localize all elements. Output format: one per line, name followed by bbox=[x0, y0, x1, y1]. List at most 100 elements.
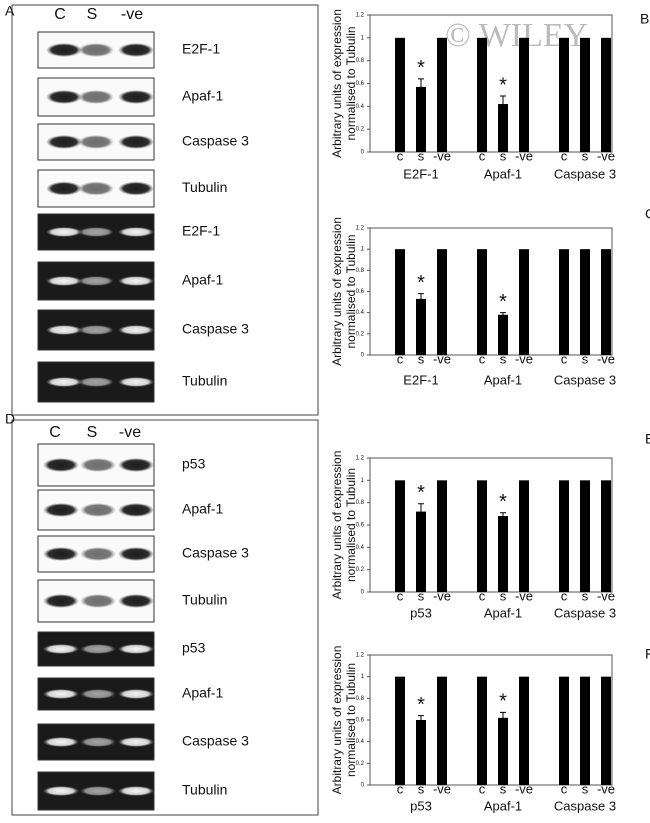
band bbox=[43, 594, 79, 608]
significance-marker: * bbox=[417, 482, 425, 504]
band bbox=[43, 786, 79, 796]
group-label: Caspase 3 bbox=[554, 605, 616, 620]
x-tick-label: c bbox=[479, 588, 486, 603]
significance-marker: * bbox=[417, 57, 425, 79]
x-tick-label: c bbox=[561, 351, 568, 366]
band bbox=[80, 737, 116, 747]
bar bbox=[519, 249, 529, 355]
band bbox=[78, 43, 114, 57]
bar bbox=[601, 676, 611, 785]
x-tick-label: c bbox=[561, 148, 568, 163]
y-tick-label: 1 bbox=[361, 478, 365, 484]
panel-label: C bbox=[645, 206, 650, 222]
band bbox=[118, 689, 154, 699]
bar bbox=[416, 511, 426, 592]
x-tick-label: c bbox=[397, 148, 404, 163]
y-tick-label: 0.6 bbox=[356, 81, 365, 87]
bar bbox=[559, 676, 569, 785]
band bbox=[118, 181, 154, 196]
significance-marker: * bbox=[499, 691, 507, 713]
group-label: Apaf-1 bbox=[484, 372, 522, 387]
band bbox=[118, 547, 154, 561]
bar bbox=[416, 86, 426, 152]
x-tick-label: -ve bbox=[433, 148, 451, 163]
y-tick-label: 0.8 bbox=[356, 58, 365, 64]
band bbox=[78, 90, 114, 104]
y-tick-label: 1.2 bbox=[356, 226, 365, 232]
bar bbox=[580, 480, 590, 592]
y-axis-label-line: Arbitrary units of expression bbox=[330, 646, 344, 795]
band bbox=[78, 181, 114, 196]
x-tick-label: -ve bbox=[515, 148, 533, 163]
group-label: Apaf-1 bbox=[484, 798, 522, 813]
y-tick-label: 0.4 bbox=[356, 104, 365, 110]
band bbox=[43, 689, 79, 699]
y-tick-label: 0 bbox=[361, 150, 365, 156]
plot-frame bbox=[369, 457, 613, 593]
bar bbox=[519, 480, 529, 592]
y-axis-label-line: Arbitrary units of expression bbox=[330, 9, 344, 158]
bar bbox=[559, 480, 569, 592]
band bbox=[78, 276, 114, 286]
group-label: Apaf-1 bbox=[484, 605, 522, 620]
band-label: Caspase 3 bbox=[182, 733, 249, 749]
significance-marker: * bbox=[499, 491, 507, 513]
bar bbox=[580, 249, 590, 355]
x-tick-label: -ve bbox=[597, 351, 615, 366]
y-tick-label: 0.8 bbox=[356, 268, 365, 274]
group-label: Caspase 3 bbox=[554, 372, 616, 387]
y-axis-label: Arbitrary units of expressionnormalised … bbox=[330, 646, 358, 795]
y-tick-label: 0.4 bbox=[356, 545, 365, 551]
band bbox=[80, 458, 116, 472]
bar bbox=[437, 37, 447, 153]
bar bbox=[477, 37, 487, 153]
y-axis-label: Arbitrary units of expressionnormalised … bbox=[330, 9, 358, 158]
lane-label: S bbox=[87, 6, 98, 23]
band bbox=[46, 227, 82, 237]
band-label: Tubulin bbox=[182, 179, 227, 195]
bar bbox=[498, 314, 508, 355]
x-tick-label: s bbox=[582, 351, 589, 366]
x-tick-label: c bbox=[479, 351, 486, 366]
band-label: p53 bbox=[182, 456, 206, 472]
band bbox=[78, 227, 114, 237]
x-tick-label: c bbox=[479, 781, 486, 796]
band bbox=[46, 43, 82, 57]
bar bbox=[395, 480, 405, 592]
band-label: Caspase 3 bbox=[182, 545, 249, 561]
y-axis-label-line: Arbitrary units of expression bbox=[330, 451, 344, 600]
band bbox=[80, 503, 116, 517]
error-bar bbox=[500, 95, 506, 113]
band bbox=[118, 786, 154, 796]
band-label: Caspase 3 bbox=[182, 133, 249, 149]
panel-label: B bbox=[640, 11, 649, 27]
error-bar bbox=[500, 312, 506, 318]
y-tick-label: 1.2 bbox=[356, 13, 365, 19]
x-tick-label: c bbox=[561, 781, 568, 796]
y-axis-label-line: normalised to Tubulin bbox=[344, 26, 358, 140]
band-label: p53 bbox=[182, 640, 206, 656]
y-tick-label: 0.4 bbox=[356, 310, 365, 316]
x-tick-label: s bbox=[500, 588, 507, 603]
y-axis-label-line: Arbitrary units of expression bbox=[330, 217, 344, 366]
band bbox=[80, 594, 116, 608]
bar bbox=[580, 37, 590, 153]
panel-label: D bbox=[5, 411, 15, 427]
x-tick-label: -ve bbox=[433, 588, 451, 603]
band bbox=[43, 458, 79, 472]
band bbox=[43, 737, 79, 747]
band bbox=[118, 90, 154, 104]
band bbox=[118, 377, 154, 387]
x-tick-label: s bbox=[500, 148, 507, 163]
significance-marker: * bbox=[417, 272, 425, 294]
bar bbox=[477, 676, 487, 785]
significance-marker: * bbox=[417, 694, 425, 716]
bar bbox=[498, 516, 508, 592]
group-label: p53 bbox=[410, 798, 432, 813]
band-label: Tubulin bbox=[182, 782, 227, 798]
bar bbox=[498, 717, 508, 785]
band bbox=[118, 43, 154, 57]
group-label: Caspase 3 bbox=[554, 166, 616, 181]
group-label: E2F-1 bbox=[403, 166, 438, 181]
